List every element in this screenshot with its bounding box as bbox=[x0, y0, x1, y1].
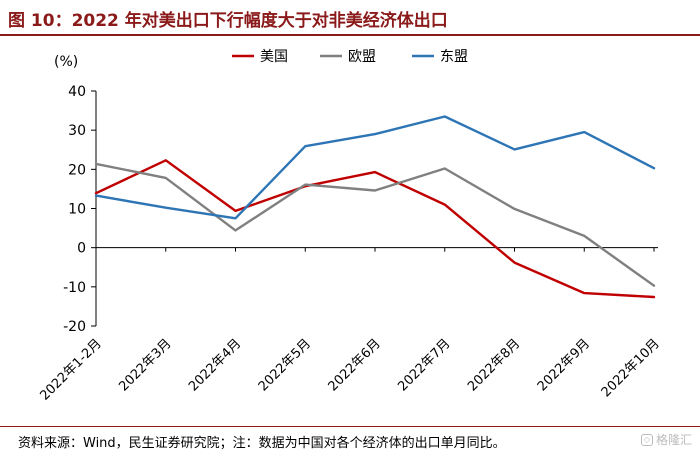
x-tick-label: 2022年10月 bbox=[599, 336, 663, 400]
watermark-logo: ◇ 格隆汇 bbox=[640, 431, 692, 448]
legend-label: 美国 bbox=[260, 49, 288, 65]
x-tick-label: 2022年7月 bbox=[395, 336, 453, 394]
y-tick-label: -10 bbox=[63, 280, 86, 296]
figure-title: 图 10：2022 年对美出口下行幅度大于对非美经济体出口 bbox=[8, 11, 448, 31]
y-tick-label: 20 bbox=[68, 162, 86, 178]
x-tick-label: 2022年6月 bbox=[326, 336, 384, 394]
series-line-美国 bbox=[94, 159, 656, 299]
x-tick-label: 2022年4月 bbox=[186, 336, 244, 394]
series-group bbox=[94, 115, 656, 299]
footer-divider bbox=[0, 426, 700, 427]
y-tick-label: 0 bbox=[77, 241, 86, 257]
series-line-东盟 bbox=[94, 115, 656, 220]
legend-label: 东盟 bbox=[440, 49, 468, 65]
x-tick-label: 2022年1-2月 bbox=[37, 336, 104, 403]
y-tick-label: 40 bbox=[68, 84, 86, 100]
watermark-text: 格隆汇 bbox=[655, 433, 692, 447]
legend-label: 欧盟 bbox=[348, 49, 376, 65]
y-tick-label: -20 bbox=[63, 319, 86, 335]
x-tick-label: 2022年9月 bbox=[535, 336, 593, 394]
source-note: 资料来源：Wind，民生证券研究院；注：数据为中国对各个经济体的出口单月同比。 bbox=[18, 436, 506, 451]
watermark-icon: ◇ bbox=[640, 433, 653, 446]
x-tick-label: 2022年3月 bbox=[116, 336, 174, 394]
y-axis-unit-label: (%) bbox=[54, 54, 78, 70]
y-tick-label: 30 bbox=[68, 123, 86, 139]
y-tick-label: 10 bbox=[68, 202, 86, 218]
legend: 美国 欧盟 东盟 bbox=[232, 49, 468, 65]
title-bar: 图 10：2022 年对美出口下行幅度大于对非美经济体出口 bbox=[0, 0, 700, 36]
series-line-欧盟 bbox=[94, 162, 656, 287]
x-tick-label: 2022年5月 bbox=[256, 336, 314, 394]
x-tick-label: 2022年8月 bbox=[465, 336, 523, 394]
